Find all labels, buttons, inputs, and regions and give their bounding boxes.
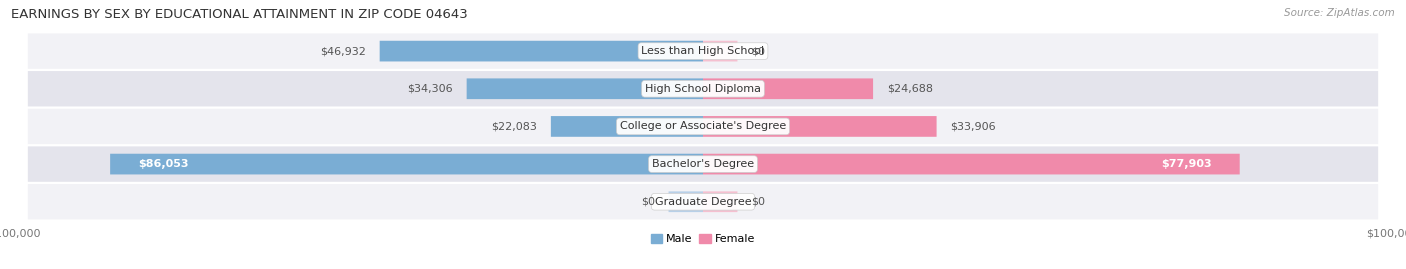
- FancyBboxPatch shape: [467, 79, 703, 99]
- Text: Bachelor's Degree: Bachelor's Degree: [652, 159, 754, 169]
- Text: $0: $0: [751, 197, 765, 207]
- FancyBboxPatch shape: [28, 71, 1378, 107]
- Text: Source: ZipAtlas.com: Source: ZipAtlas.com: [1284, 8, 1395, 18]
- Text: $77,903: $77,903: [1161, 159, 1212, 169]
- Text: Graduate Degree: Graduate Degree: [655, 197, 751, 207]
- FancyBboxPatch shape: [703, 116, 936, 137]
- FancyBboxPatch shape: [28, 33, 1378, 69]
- Text: EARNINGS BY SEX BY EDUCATIONAL ATTAINMENT IN ZIP CODE 04643: EARNINGS BY SEX BY EDUCATIONAL ATTAINMEN…: [11, 8, 468, 21]
- FancyBboxPatch shape: [28, 146, 1378, 182]
- FancyBboxPatch shape: [551, 116, 703, 137]
- FancyBboxPatch shape: [703, 154, 1240, 174]
- FancyBboxPatch shape: [703, 41, 738, 62]
- Text: $24,688: $24,688: [887, 84, 932, 94]
- Text: $0: $0: [751, 46, 765, 56]
- Text: $22,083: $22,083: [491, 121, 537, 132]
- Text: College or Associate's Degree: College or Associate's Degree: [620, 121, 786, 132]
- FancyBboxPatch shape: [110, 154, 703, 174]
- Legend: Male, Female: Male, Female: [647, 230, 759, 249]
- FancyBboxPatch shape: [669, 192, 703, 212]
- FancyBboxPatch shape: [28, 184, 1378, 220]
- FancyBboxPatch shape: [28, 109, 1378, 144]
- Text: Less than High School: Less than High School: [641, 46, 765, 56]
- Text: $46,932: $46,932: [321, 46, 366, 56]
- Text: High School Diploma: High School Diploma: [645, 84, 761, 94]
- FancyBboxPatch shape: [380, 41, 703, 62]
- Text: $86,053: $86,053: [138, 159, 188, 169]
- Text: $34,306: $34,306: [408, 84, 453, 94]
- Text: $0: $0: [641, 197, 655, 207]
- Text: $33,906: $33,906: [950, 121, 995, 132]
- FancyBboxPatch shape: [703, 79, 873, 99]
- FancyBboxPatch shape: [703, 192, 738, 212]
